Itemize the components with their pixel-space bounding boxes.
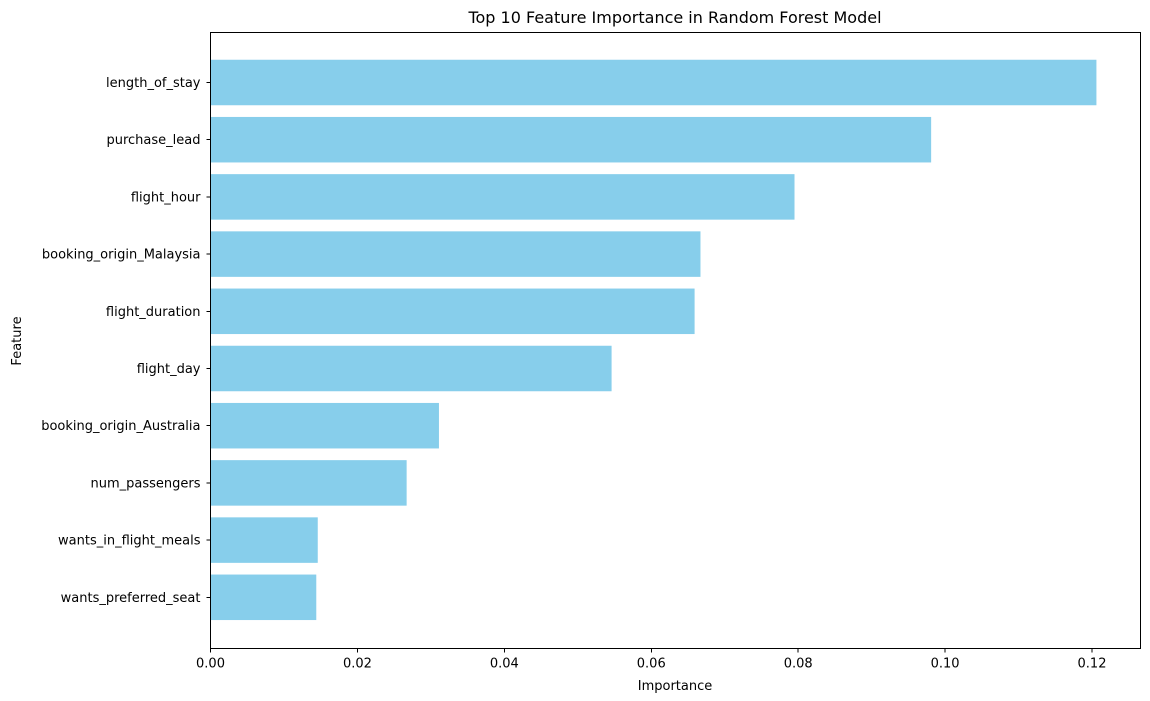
x-tick-label: 0.04	[490, 657, 519, 672]
y-tick-label: flight_day	[137, 362, 201, 377]
bar-wants-preferred-seat	[210, 574, 317, 621]
y-tick-label: flight_hour	[131, 190, 201, 205]
bar-flight-duration	[210, 288, 695, 335]
bar-booking-origin-malaysia	[210, 231, 701, 277]
plot-frame	[210, 32, 1141, 649]
x-axis-ticks: 0.00 0.02 0.04 0.06 0.08 0.10 0.12	[196, 648, 1107, 672]
bars-group	[210, 59, 1097, 621]
x-tick-label: 0.08	[784, 657, 813, 672]
bar-num-passengers	[210, 460, 407, 506]
bar-flight-hour	[210, 174, 795, 220]
x-axis-label: Importance	[638, 679, 713, 694]
x-tick-label: 0.00	[196, 657, 225, 672]
x-tick-label: 0.02	[343, 657, 372, 672]
bar-flight-day	[210, 345, 612, 392]
x-tick-label: 0.06	[637, 657, 666, 672]
y-tick-label: wants_in_flight_meals	[58, 534, 201, 549]
bar-booking-origin-australia	[210, 402, 439, 449]
y-tick-label: booking_origin_Australia	[41, 419, 200, 434]
y-tick-label: booking_origin_Malaysia	[42, 248, 201, 263]
x-tick-label: 0.10	[931, 657, 960, 672]
y-tick-label: num_passengers	[90, 476, 200, 491]
bar-length-of-stay	[210, 59, 1097, 106]
x-tick-label: 0.12	[1078, 657, 1107, 672]
y-tick-label: purchase_lead	[106, 133, 200, 148]
y-tick-label: length_of_stay	[106, 76, 201, 91]
y-axis-ticks: length_of_stay purchase_lead flight_hourbo…	[41, 76, 211, 606]
y-axis-label: Feature	[10, 316, 25, 365]
bar-wants-in-flight-meals	[210, 517, 318, 563]
bar-purchase-lead	[210, 116, 932, 163]
y-tick-label: wants_preferred_seat	[61, 591, 201, 606]
chart-title: Top 10 Feature Importance in Random Fore…	[467, 8, 881, 27]
y-tick-label: flight_duration	[106, 305, 201, 320]
